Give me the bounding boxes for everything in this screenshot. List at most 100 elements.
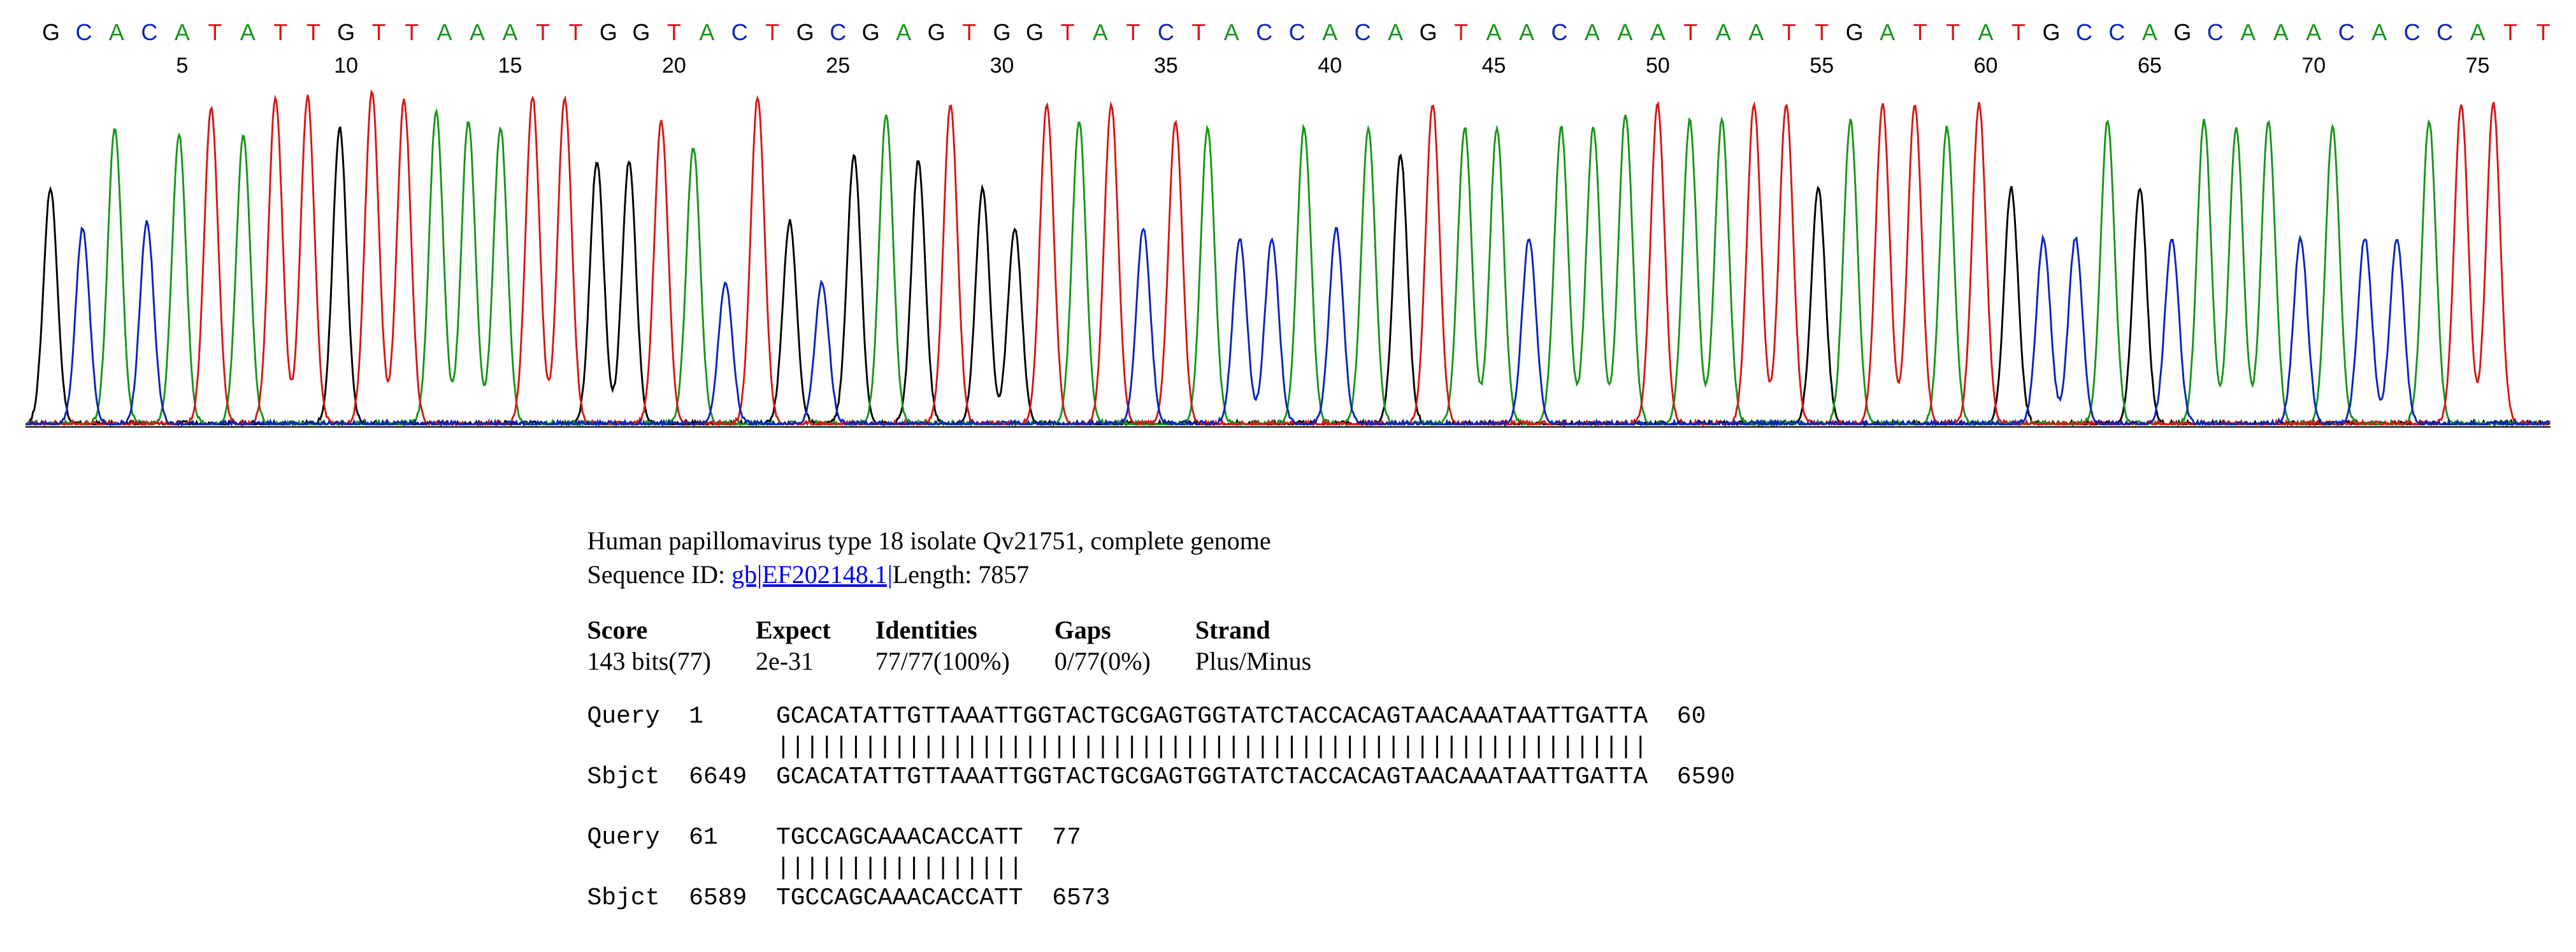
ruler-tick: 15: [498, 54, 522, 78]
base-letter: A: [1224, 19, 1239, 46]
base-letter: A: [2142, 19, 2157, 46]
base-letter: C: [2108, 19, 2125, 46]
base-letter: T: [1454, 19, 1468, 46]
base-letter: C: [2436, 19, 2453, 46]
stats-value: Plus/Minus: [1195, 646, 1356, 676]
ruler-tick: 45: [1482, 54, 1506, 78]
base-letter: G: [632, 19, 650, 46]
trace-T: [25, 92, 2550, 424]
ruler-tick: 25: [826, 54, 850, 78]
length-value: 7857: [978, 560, 1029, 589]
base-letter: T: [372, 19, 386, 46]
base-letter: T: [2503, 19, 2517, 46]
sequence-track: GCACATATTGTTAAATTGGTACTGCGAGTGGTATCTACCA…: [25, 19, 2551, 50]
base-letter: A: [1486, 19, 1502, 46]
base-letter: G: [600, 19, 617, 46]
stats-header: Score: [587, 615, 756, 646]
base-letter: A: [896, 19, 911, 46]
base-letter: C: [1289, 19, 1306, 46]
ruler-tick: 40: [1318, 54, 1342, 78]
base-letter: A: [2371, 19, 2387, 46]
stats-value: 77/77(100%): [875, 646, 1054, 676]
base-letter: A: [437, 19, 452, 46]
trace-C: [25, 220, 2550, 424]
base-letter: T: [208, 19, 222, 46]
base-letter: G: [862, 19, 880, 46]
base-letter: T: [306, 19, 320, 46]
position-ruler: 51015202530354045505560657075: [25, 54, 2551, 84]
base-letter: G: [2042, 19, 2060, 46]
ruler-tick: 55: [1810, 54, 1834, 78]
base-letter: T: [536, 19, 550, 46]
seq-id-link[interactable]: gb|EF202148.1|: [731, 560, 893, 589]
base-letter: A: [2470, 19, 2486, 46]
base-letter: T: [568, 19, 582, 46]
seq-id-prefix: Sequence ID:: [587, 560, 732, 589]
trace-plot: [25, 84, 2551, 435]
trace-svg: [25, 84, 2551, 435]
base-letter: T: [1060, 19, 1074, 46]
base-letter: G: [2173, 19, 2191, 46]
ruler-tick: 65: [2138, 54, 2162, 78]
base-letter: T: [1782, 19, 1796, 46]
base-letter: G: [993, 19, 1011, 46]
base-letter: C: [1355, 19, 1371, 46]
alignment-text: Query 1 GCACATATTGTTAAATTGGTACTGCGAGTGGT…: [587, 702, 1989, 914]
base-letter: A: [1978, 19, 1994, 46]
stats-value: 2e-31: [756, 646, 875, 676]
base-letter: T: [1946, 19, 1960, 46]
base-letter: A: [1585, 19, 1600, 46]
blast-stats-table: ScoreExpectIdentitiesGapsStrand 143 bits…: [587, 615, 1356, 676]
base-letter: A: [2273, 19, 2289, 46]
base-letter: T: [1191, 19, 1205, 46]
base-letter: T: [273, 19, 287, 46]
stats-header: Expect: [756, 615, 875, 646]
stats-header-row: ScoreExpectIdentitiesGapsStrand: [587, 615, 1356, 646]
base-letter: A: [1093, 19, 1108, 46]
base-letter: C: [2076, 19, 2092, 46]
base-letter: A: [240, 19, 255, 46]
length-label: Length:: [893, 560, 978, 589]
stats-value-row: 143 bits(77)2e-3177/77(100%)0/77(0%)Plus…: [587, 646, 1356, 676]
blast-title: Human papillomavirus type 18 isolate Qv2…: [587, 524, 1989, 558]
base-letter: C: [2404, 19, 2421, 46]
ruler-tick: 60: [1974, 54, 1998, 78]
base-letter: C: [1158, 19, 1174, 46]
stats-header: Gaps: [1054, 615, 1195, 646]
base-letter: C: [2207, 19, 2224, 46]
base-letter: A: [699, 19, 714, 46]
base-letter: A: [470, 19, 485, 46]
base-letter: T: [1913, 19, 1927, 46]
base-letter: A: [1880, 19, 1895, 46]
trace-G: [25, 127, 2550, 424]
base-letter: T: [667, 19, 681, 46]
blast-block: Human papillomavirus type 18 isolate Qv2…: [25, 524, 2551, 914]
ruler-tick: 50: [1646, 54, 1670, 78]
base-letter: T: [1815, 19, 1829, 46]
base-letter: A: [175, 19, 190, 46]
base-letter: A: [503, 19, 518, 46]
base-letter: T: [1683, 19, 1697, 46]
base-letter: C: [141, 19, 157, 46]
stats-header: Strand: [1195, 615, 1356, 646]
base-letter: A: [1716, 19, 1731, 46]
base-letter: C: [830, 19, 846, 46]
ruler-tick: 20: [662, 54, 686, 78]
base-letter: G: [928, 19, 946, 46]
ruler-tick: 75: [2466, 54, 2490, 78]
base-letter: A: [1519, 19, 1534, 46]
base-letter: T: [2536, 19, 2550, 46]
base-letter: G: [796, 19, 814, 46]
stats-header: Identities: [875, 615, 1054, 646]
stats-value: 143 bits(77): [587, 646, 756, 676]
stats-value: 0/77(0%): [1054, 646, 1195, 676]
base-letter: C: [75, 19, 92, 46]
base-letter: G: [1026, 19, 1044, 46]
base-letter: C: [2338, 19, 2355, 46]
base-letter: A: [1650, 19, 1666, 46]
base-letter: A: [109, 19, 124, 46]
ruler-tick: 70: [2301, 54, 2326, 78]
base-letter: T: [1126, 19, 1140, 46]
base-letter: A: [1322, 19, 1337, 46]
base-letter: A: [1748, 19, 1764, 46]
